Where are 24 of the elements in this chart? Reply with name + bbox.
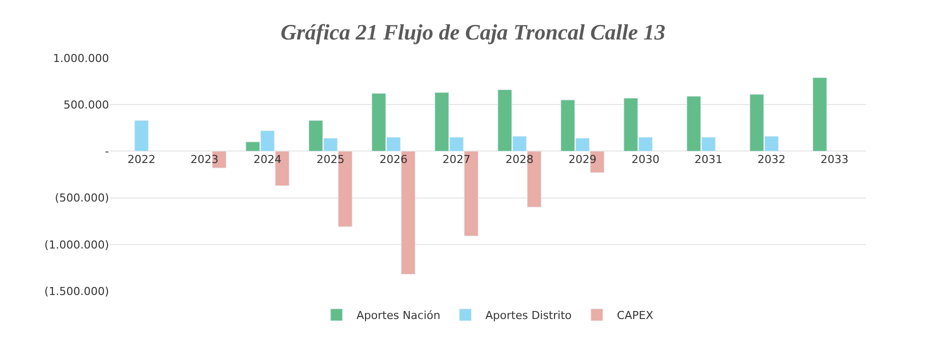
legend-label: Aportes Distrito [485, 309, 572, 322]
y-tick-label: 500.000 [64, 98, 109, 112]
y-tick-label: (1.500.000) [44, 284, 109, 298]
x-tick-label: 2025 [316, 153, 344, 166]
legend-label: CAPEX [616, 309, 654, 322]
x-tick-label: 2023 [190, 153, 218, 166]
y-tick-label: - [105, 145, 110, 158]
x-tick-label: 2024 [254, 153, 282, 166]
x-tick-label: 2033 [820, 153, 848, 166]
bar [812, 77, 827, 152]
y-tick-label: 1.000.000 [53, 52, 109, 65]
x-tick-label: 2026 [380, 153, 408, 166]
y-tick-label: (500.000) [54, 192, 109, 205]
legend-label: Aportes Nación [356, 309, 440, 322]
x-tick-label: 2028 [506, 153, 534, 166]
y-tick-label: (1.000.000) [44, 238, 109, 252]
chart-title: Gráfica 21 Flujo de Caja Troncal Calle 13 [280, 19, 666, 44]
x-tick-label: 2027 [442, 153, 470, 166]
x-tick-label: 2031 [694, 153, 722, 166]
x-tick-label: 2029 [568, 153, 596, 166]
x-tick-label: 2030 [632, 153, 660, 166]
x-tick-label: 2022 [128, 153, 156, 166]
bar [134, 120, 149, 152]
x-tick-label: 2032 [758, 153, 786, 166]
